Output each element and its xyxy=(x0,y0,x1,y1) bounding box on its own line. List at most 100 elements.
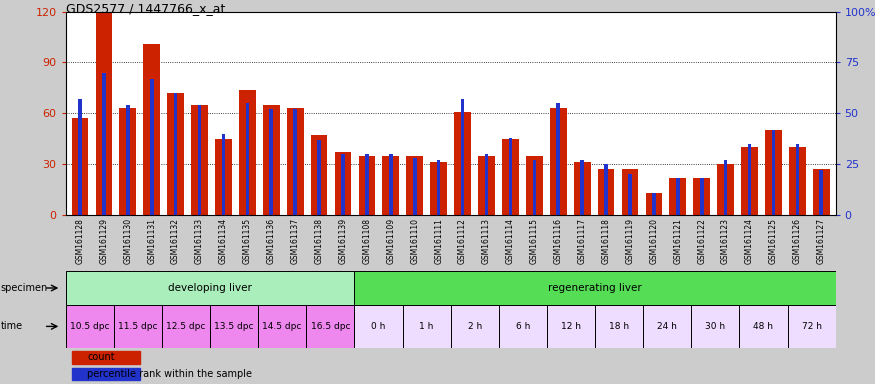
Bar xyxy=(691,305,739,348)
Bar xyxy=(95,12,112,215)
Text: 24 h: 24 h xyxy=(657,322,677,331)
Bar xyxy=(454,112,471,215)
Bar xyxy=(341,154,345,215)
Bar xyxy=(700,179,704,215)
Text: GSM161136: GSM161136 xyxy=(267,218,276,264)
Text: specimen: specimen xyxy=(1,283,48,293)
Bar xyxy=(162,305,210,348)
Text: 6 h: 6 h xyxy=(515,322,530,331)
Bar xyxy=(150,79,153,215)
Bar xyxy=(66,271,354,305)
Text: GSM161115: GSM161115 xyxy=(530,218,539,264)
Bar xyxy=(198,105,201,215)
Bar xyxy=(354,305,402,348)
Text: GSM161127: GSM161127 xyxy=(816,218,826,264)
Bar xyxy=(676,179,680,215)
Bar xyxy=(795,144,799,215)
Bar xyxy=(772,129,775,215)
Text: count: count xyxy=(88,353,115,362)
Text: GSM161117: GSM161117 xyxy=(578,218,586,264)
Bar xyxy=(306,305,354,348)
Bar xyxy=(789,147,806,215)
Text: 10.5 dpc: 10.5 dpc xyxy=(70,322,109,331)
Bar xyxy=(72,351,139,364)
Text: 11.5 dpc: 11.5 dpc xyxy=(118,322,158,331)
Bar xyxy=(643,305,691,348)
Bar xyxy=(595,305,643,348)
Bar xyxy=(246,103,249,215)
Bar xyxy=(499,305,547,348)
Text: GSM161125: GSM161125 xyxy=(769,218,778,264)
Bar xyxy=(478,156,495,215)
Text: GDS2577 / 1447766_x_at: GDS2577 / 1447766_x_at xyxy=(66,2,225,15)
Bar xyxy=(270,109,273,215)
Text: GSM161129: GSM161129 xyxy=(100,218,108,264)
Bar xyxy=(72,118,88,215)
Bar xyxy=(406,156,423,215)
Text: GSM161108: GSM161108 xyxy=(362,218,371,264)
Bar xyxy=(526,156,542,215)
Bar xyxy=(621,169,639,215)
Bar xyxy=(221,134,225,215)
Text: 16.5 dpc: 16.5 dpc xyxy=(311,322,350,331)
Text: GSM161118: GSM161118 xyxy=(601,218,611,264)
Text: time: time xyxy=(1,321,23,331)
Text: GSM161134: GSM161134 xyxy=(219,218,228,264)
Text: GSM161130: GSM161130 xyxy=(123,218,132,264)
Text: GSM161116: GSM161116 xyxy=(554,218,563,264)
Bar xyxy=(437,160,440,215)
Bar xyxy=(580,160,584,215)
Text: 30 h: 30 h xyxy=(705,322,725,331)
Text: GSM161112: GSM161112 xyxy=(458,218,467,264)
Bar xyxy=(359,156,375,215)
Bar xyxy=(718,164,734,215)
Text: 48 h: 48 h xyxy=(753,322,774,331)
Text: GSM161126: GSM161126 xyxy=(793,218,802,264)
Text: GSM161132: GSM161132 xyxy=(172,218,180,264)
Text: developing liver: developing liver xyxy=(168,283,252,293)
Text: GSM161138: GSM161138 xyxy=(315,218,324,264)
Text: GSM161114: GSM161114 xyxy=(506,218,514,264)
Bar xyxy=(72,367,139,380)
Bar xyxy=(646,193,662,215)
Bar xyxy=(191,105,208,215)
Bar xyxy=(820,170,823,215)
Bar xyxy=(114,305,162,348)
Bar xyxy=(318,140,321,215)
Bar xyxy=(311,135,327,215)
Text: GSM161122: GSM161122 xyxy=(697,218,706,264)
Bar xyxy=(598,169,614,215)
Text: GSM161113: GSM161113 xyxy=(482,218,491,264)
Bar xyxy=(547,305,595,348)
Bar xyxy=(502,139,519,215)
Text: GSM161131: GSM161131 xyxy=(147,218,157,264)
Text: 0 h: 0 h xyxy=(371,322,386,331)
Bar xyxy=(239,89,256,215)
Bar xyxy=(556,103,560,215)
Bar xyxy=(210,305,258,348)
Bar xyxy=(461,99,465,215)
Text: 18 h: 18 h xyxy=(609,322,629,331)
Text: 2 h: 2 h xyxy=(467,322,482,331)
Text: GSM161121: GSM161121 xyxy=(673,218,682,264)
Text: 72 h: 72 h xyxy=(802,322,822,331)
Bar xyxy=(652,193,655,215)
Text: 1 h: 1 h xyxy=(419,322,434,331)
Bar xyxy=(508,138,512,215)
Text: GSM161139: GSM161139 xyxy=(339,218,347,264)
Bar xyxy=(382,156,399,215)
Bar xyxy=(748,144,752,215)
Bar xyxy=(402,305,451,348)
Text: GSM161124: GSM161124 xyxy=(745,218,754,264)
Text: GSM161111: GSM161111 xyxy=(434,218,443,264)
Bar xyxy=(119,108,136,215)
Bar xyxy=(628,174,632,215)
Bar xyxy=(293,109,297,215)
Bar xyxy=(485,154,488,215)
Bar xyxy=(78,99,81,215)
Bar xyxy=(669,178,686,215)
Bar xyxy=(174,93,178,215)
Text: 12 h: 12 h xyxy=(561,322,581,331)
Bar xyxy=(389,154,393,215)
Text: GSM161109: GSM161109 xyxy=(387,218,396,264)
